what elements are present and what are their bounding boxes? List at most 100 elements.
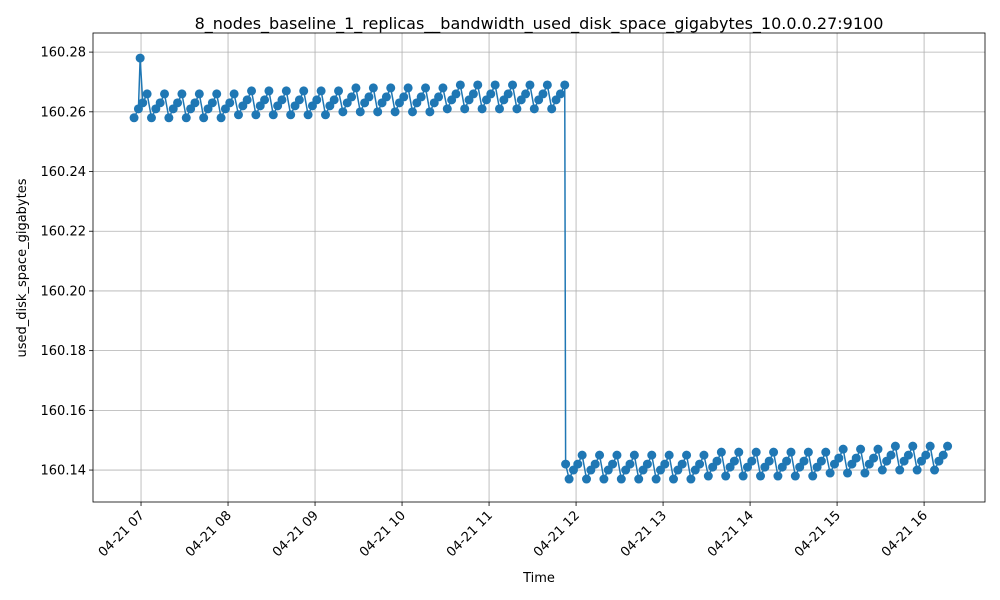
marker bbox=[194, 89, 204, 99]
marker bbox=[756, 471, 766, 481]
marker bbox=[721, 471, 731, 481]
marker bbox=[669, 474, 679, 484]
chart-title: 8_nodes_baseline_1_replicas__bandwidth_u… bbox=[195, 14, 884, 34]
marker bbox=[303, 110, 313, 120]
marker bbox=[608, 459, 618, 469]
marker bbox=[555, 89, 565, 99]
marker bbox=[212, 89, 222, 99]
marker bbox=[647, 450, 657, 460]
marker bbox=[434, 92, 444, 102]
marker bbox=[277, 95, 287, 105]
marker bbox=[160, 89, 170, 99]
marker bbox=[560, 80, 570, 90]
y-tick-label: 160.26 bbox=[41, 105, 87, 120]
marker bbox=[146, 113, 156, 123]
marker bbox=[164, 113, 174, 123]
marker bbox=[925, 441, 935, 451]
marker bbox=[716, 447, 726, 457]
marker bbox=[599, 474, 609, 484]
marker bbox=[521, 89, 531, 99]
marker bbox=[260, 95, 270, 105]
marker bbox=[468, 89, 478, 99]
marker bbox=[542, 80, 552, 90]
marker bbox=[399, 92, 409, 102]
marker bbox=[590, 459, 600, 469]
marker bbox=[403, 83, 413, 93]
marker bbox=[803, 447, 813, 457]
marker bbox=[595, 450, 605, 460]
marker bbox=[529, 104, 539, 114]
marker bbox=[764, 456, 774, 466]
marker bbox=[799, 456, 809, 466]
marker bbox=[373, 107, 383, 117]
marker bbox=[368, 83, 378, 93]
marker bbox=[838, 444, 848, 454]
marker bbox=[634, 474, 644, 484]
marker bbox=[207, 98, 217, 108]
marker bbox=[347, 92, 357, 102]
marker bbox=[438, 83, 448, 93]
y-tick-label: 160.18 bbox=[41, 344, 87, 359]
marker bbox=[699, 450, 709, 460]
marker bbox=[856, 444, 866, 454]
marker bbox=[486, 89, 496, 99]
marker bbox=[229, 89, 239, 99]
marker bbox=[316, 86, 326, 96]
marker bbox=[225, 98, 235, 108]
marker bbox=[564, 474, 574, 484]
marker bbox=[930, 465, 940, 475]
marker bbox=[860, 468, 870, 478]
marker bbox=[294, 95, 304, 105]
marker bbox=[890, 441, 900, 451]
marker bbox=[738, 471, 748, 481]
marker bbox=[508, 80, 518, 90]
marker bbox=[938, 450, 948, 460]
marker bbox=[247, 86, 257, 96]
marker bbox=[451, 89, 461, 99]
marker bbox=[682, 450, 692, 460]
marker bbox=[695, 459, 705, 469]
marker bbox=[477, 104, 487, 114]
marker bbox=[155, 98, 165, 108]
marker bbox=[421, 83, 431, 93]
y-tick-label: 160.28 bbox=[41, 46, 87, 61]
marker bbox=[582, 474, 592, 484]
y-tick-label: 160.24 bbox=[41, 165, 87, 180]
marker bbox=[625, 459, 635, 469]
marker bbox=[525, 80, 535, 90]
marker bbox=[873, 444, 883, 454]
marker bbox=[455, 80, 465, 90]
marker bbox=[703, 471, 713, 481]
marker bbox=[138, 98, 148, 108]
marker bbox=[660, 459, 670, 469]
marker bbox=[268, 110, 278, 120]
marker bbox=[251, 110, 261, 120]
marker bbox=[790, 471, 800, 481]
marker bbox=[538, 89, 548, 99]
marker bbox=[355, 107, 365, 117]
x-axis-label: Time bbox=[522, 571, 555, 586]
marker bbox=[512, 104, 522, 114]
marker bbox=[808, 471, 818, 481]
marker bbox=[651, 474, 661, 484]
marker bbox=[181, 113, 191, 123]
marker bbox=[460, 104, 470, 114]
marker bbox=[547, 104, 557, 114]
marker bbox=[912, 465, 922, 475]
marker bbox=[338, 107, 348, 117]
marker bbox=[473, 80, 483, 90]
marker bbox=[782, 456, 792, 466]
marker bbox=[281, 86, 291, 96]
marker bbox=[612, 450, 622, 460]
marker bbox=[773, 471, 783, 481]
marker bbox=[416, 92, 426, 102]
plot bbox=[129, 53, 953, 484]
marker bbox=[334, 86, 344, 96]
y-tick-label: 160.14 bbox=[41, 464, 87, 479]
marker bbox=[242, 95, 252, 105]
marker bbox=[751, 447, 761, 457]
marker bbox=[769, 447, 779, 457]
marker bbox=[908, 441, 918, 451]
